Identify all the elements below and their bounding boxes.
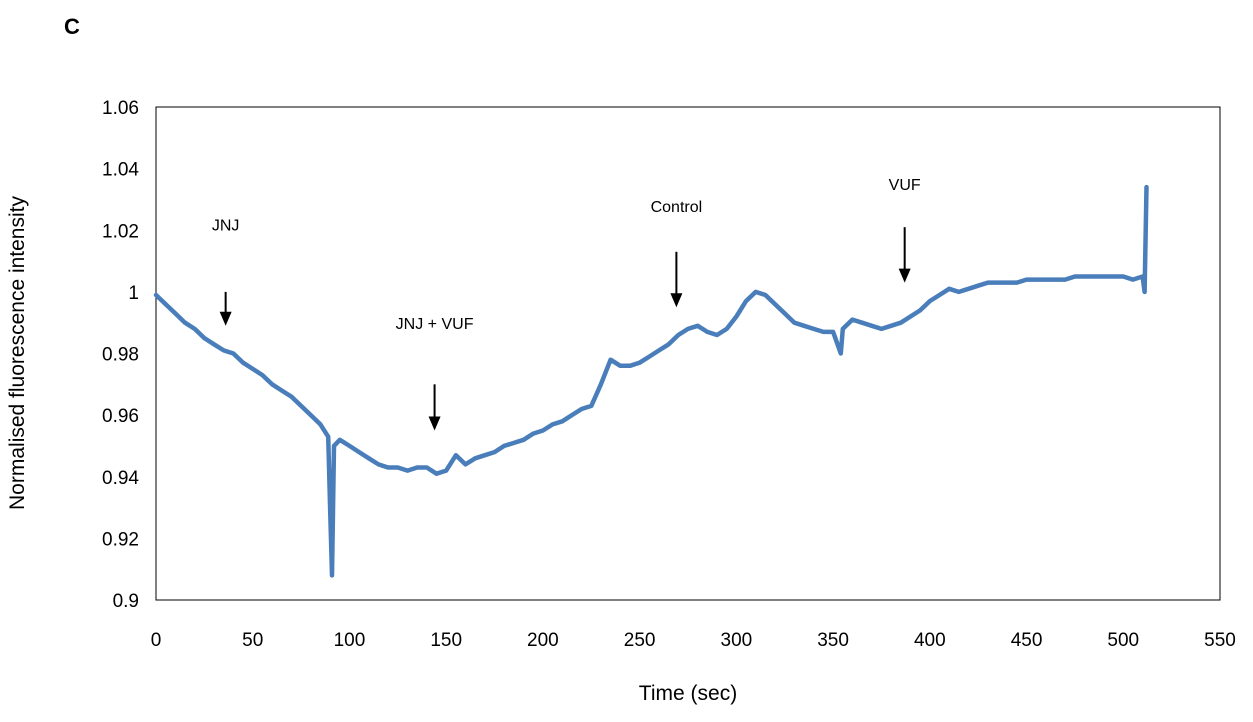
x-tick-label: 50 bbox=[242, 630, 263, 651]
down-arrow-icon bbox=[898, 268, 911, 283]
y-axis: 0.9 0.92 0.94 0.96 0.98 1 1.02 1.04 1.06 bbox=[102, 98, 139, 612]
x-tick-label: 0 bbox=[151, 630, 162, 651]
x-tick-label: 550 bbox=[1204, 630, 1236, 651]
y-tick-label: 0.9 bbox=[113, 591, 139, 612]
annotation: VUF bbox=[889, 177, 921, 283]
annotation: JNJ + VUF bbox=[396, 316, 474, 431]
down-arrow-icon bbox=[219, 311, 232, 326]
annotation-label: VUF bbox=[889, 177, 921, 194]
x-tick-label: 300 bbox=[721, 630, 753, 651]
annotation-label: JNJ bbox=[212, 217, 240, 234]
x-tick-label: 100 bbox=[334, 630, 366, 651]
y-tick-label: 0.98 bbox=[102, 345, 139, 366]
x-tick-label: 400 bbox=[914, 630, 946, 651]
y-tick-label: 1.04 bbox=[102, 160, 139, 181]
x-tick-label: 150 bbox=[430, 630, 462, 651]
y-tick-label: 1 bbox=[128, 283, 139, 304]
y-tick-label: 1.02 bbox=[102, 221, 139, 242]
annotations: JNJ JNJ + VUF Control VUF bbox=[212, 177, 921, 431]
x-tick-label: 200 bbox=[527, 630, 559, 651]
x-tick-label: 450 bbox=[1011, 630, 1043, 651]
x-tick-label: 350 bbox=[817, 630, 849, 651]
x-tick-label: 250 bbox=[624, 630, 656, 651]
panel-label: C bbox=[64, 14, 80, 39]
x-axis: 0 50 100 150 200 250 300 350 400 450 500 550 bbox=[151, 630, 1236, 651]
series-line bbox=[153, 184, 1149, 578]
annotation: Control bbox=[651, 199, 703, 308]
x-axis-title: Time (sec) bbox=[639, 682, 737, 705]
x-tick-label: 500 bbox=[1107, 630, 1139, 651]
y-tick-label: 0.96 bbox=[102, 406, 139, 427]
down-arrow-icon bbox=[670, 293, 683, 308]
annotation-label: Control bbox=[651, 199, 703, 216]
y-tick-label: 0.94 bbox=[102, 468, 139, 489]
y-tick-label: 0.92 bbox=[102, 529, 139, 550]
down-arrow-icon bbox=[428, 416, 441, 431]
annotation: JNJ bbox=[212, 217, 240, 326]
y-axis-title: Normalised fluorescence intensity bbox=[6, 196, 29, 510]
annotation-label: JNJ + VUF bbox=[396, 316, 474, 333]
plot-area-frame bbox=[155, 106, 1221, 601]
y-tick-label: 1.06 bbox=[102, 98, 139, 119]
